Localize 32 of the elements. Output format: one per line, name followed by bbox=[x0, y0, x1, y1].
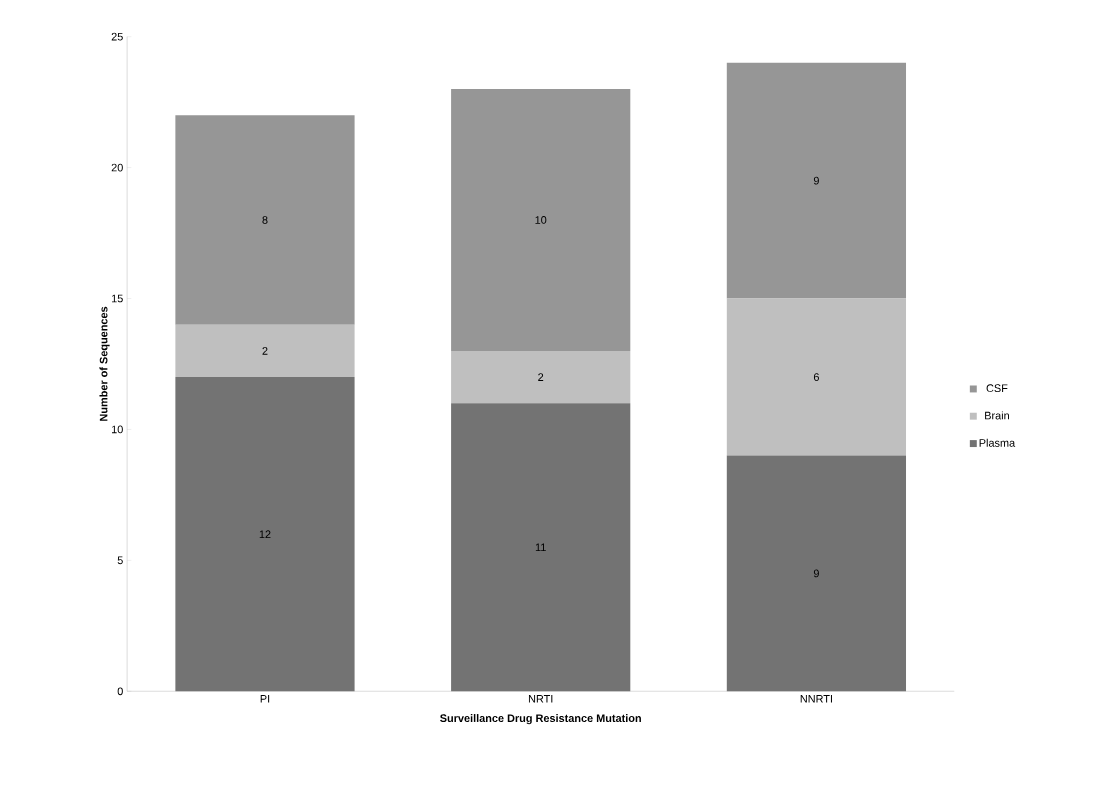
x-tick-label: NRTI bbox=[528, 694, 553, 703]
y-tick-label: 25 bbox=[111, 32, 123, 41]
y-tick-label: 10 bbox=[111, 425, 123, 434]
data-label: 12 bbox=[259, 530, 271, 538]
data-label: 9 bbox=[813, 176, 819, 185]
bar bbox=[726, 62, 907, 299]
data-label: 9 bbox=[813, 569, 819, 578]
data-label: 10 bbox=[535, 215, 547, 224]
data-label: 8 bbox=[262, 215, 268, 224]
y-tick-label: 20 bbox=[111, 163, 123, 172]
bar bbox=[451, 403, 631, 692]
data-label: 2 bbox=[538, 373, 544, 381]
x-tick-label: NNRTI bbox=[800, 694, 832, 703]
data-label: 6 bbox=[813, 373, 819, 381]
x-axis-title: Surveillance Drug Resistance Mutation bbox=[440, 713, 641, 725]
legend-label: Plasma bbox=[979, 438, 1016, 447]
data-label: 11 bbox=[535, 543, 546, 551]
bar bbox=[726, 298, 907, 456]
bar bbox=[451, 88, 631, 351]
bar bbox=[175, 376, 355, 692]
legend-label: CSF bbox=[986, 384, 1008, 392]
y-tick-label: 15 bbox=[111, 294, 123, 303]
bar bbox=[726, 455, 907, 692]
bar bbox=[175, 115, 355, 325]
legend-label: Brain bbox=[985, 411, 1009, 420]
y-tick-label: 0 bbox=[117, 687, 123, 695]
y-axis-title: Number of Sequences bbox=[99, 306, 110, 421]
y-tick-label: 5 bbox=[117, 556, 123, 564]
bar bbox=[175, 324, 355, 377]
x-tick-label: PI bbox=[260, 694, 270, 703]
bar bbox=[451, 350, 631, 404]
data-label: 2 bbox=[262, 346, 268, 355]
